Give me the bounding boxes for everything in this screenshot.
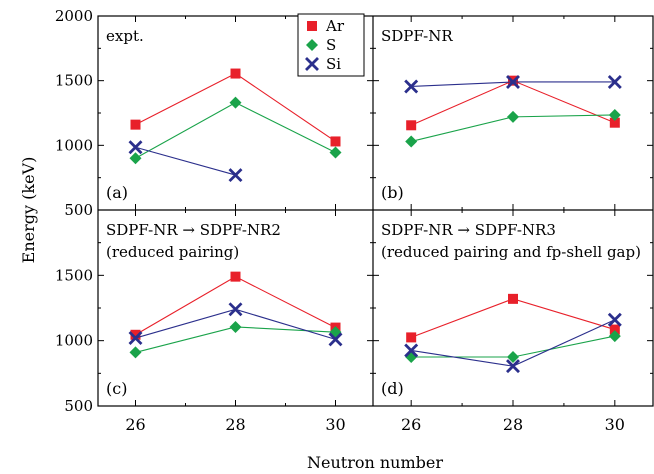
legend-marker-si (305, 57, 319, 71)
data-point-ar (230, 68, 241, 79)
data-point-si (607, 74, 622, 89)
data-point-s (229, 96, 242, 109)
data-point-ar (609, 324, 620, 335)
y-tick-label: 500 (64, 397, 93, 415)
panel-a: expt. (a) (106, 27, 342, 202)
panel-title: SDPF-NR → SDPF-NR3 (381, 221, 556, 239)
data-point-ar (406, 120, 417, 131)
data-point-s (608, 330, 621, 343)
panel-title: SDPF-NR (381, 27, 453, 45)
y-axis-label: Energy (keV) (19, 157, 38, 264)
data-point-s (507, 110, 519, 123)
x-tick-label: 30 (605, 415, 625, 434)
data-point-s (405, 135, 418, 148)
legend-label-ar: Ar (325, 17, 345, 35)
panel-subtitle: (reduced pairing) (106, 243, 239, 261)
y-tick-label: 1000 (55, 332, 93, 350)
panel-label: (d) (381, 379, 404, 398)
data-point-si (228, 168, 243, 183)
panel-label: (b) (381, 183, 404, 202)
data-point-si (506, 74, 520, 89)
data-point-ar (130, 119, 141, 130)
x-tick-label: 30 (325, 415, 345, 434)
y-tick-label: 1000 (55, 136, 93, 154)
data-point-si (404, 79, 419, 94)
data-point-ar (130, 329, 141, 340)
data-point-si (328, 332, 343, 347)
y-tick-label: 1500 (55, 266, 93, 284)
data-point-ar (609, 117, 620, 128)
x-tick-label: 28 (503, 415, 523, 434)
data-point-s (129, 346, 142, 359)
panel-b: SDPF-NR (b) (381, 27, 622, 202)
data-point-ar (508, 293, 518, 304)
legend-marker-s (306, 39, 318, 51)
legend-label-s: S (326, 36, 336, 54)
data-point-s (608, 108, 621, 121)
panel-d: SDPF-NR → SDPF-NR3 (reduced pairing and f… (381, 221, 641, 398)
data-point-si (404, 343, 419, 358)
data-point-s (229, 320, 242, 333)
plot-frame (97, 15, 654, 407)
data-point-si (506, 359, 520, 374)
panels-layer: expt. (a) SDPF-NR (b) SDPF-NR → SDPF-NR2 (red… (106, 27, 641, 398)
data-point-si (128, 331, 143, 346)
data-point-ar (330, 136, 341, 147)
panel-label: (c) (106, 379, 127, 398)
y-tick-label: 1500 (55, 72, 93, 90)
data-point-s (507, 351, 519, 363)
x-tick-label: 26 (401, 415, 421, 434)
x-tick-label: 28 (225, 415, 245, 434)
data-point-ar (406, 332, 417, 343)
data-point-ar (230, 271, 241, 282)
data-point-si (228, 302, 243, 317)
data-point-s (129, 152, 142, 165)
panel-label: (a) (106, 183, 128, 202)
data-point-si (128, 140, 143, 155)
axes-layer: 500 1000 1500 2000 500 1000 1500 26 28 30 26 28 30 (55, 7, 654, 434)
series-line-ar (410, 298, 615, 338)
series-line-si (135, 146, 236, 176)
legend-label-si: Si (326, 55, 341, 73)
panel-subtitle: (reduced pairing and fp-shell gap) (381, 243, 641, 261)
data-point-s (329, 146, 342, 159)
data-point-si (607, 312, 622, 327)
panel-c: SDPF-NR → SDPF-NR2 (reduced pairing) (c) (106, 221, 343, 398)
y-tick-label: 500 (64, 201, 93, 219)
x-axis-label: Neutron number (307, 453, 443, 472)
series-line-s (135, 102, 336, 159)
y-tick-label: 2000 (55, 7, 93, 25)
x-tick-label: 26 (125, 415, 145, 434)
panel-title: SDPF-NR → SDPF-NR2 (106, 221, 281, 239)
panel-title: expt. (106, 27, 144, 45)
legend-marker-ar (307, 21, 317, 31)
